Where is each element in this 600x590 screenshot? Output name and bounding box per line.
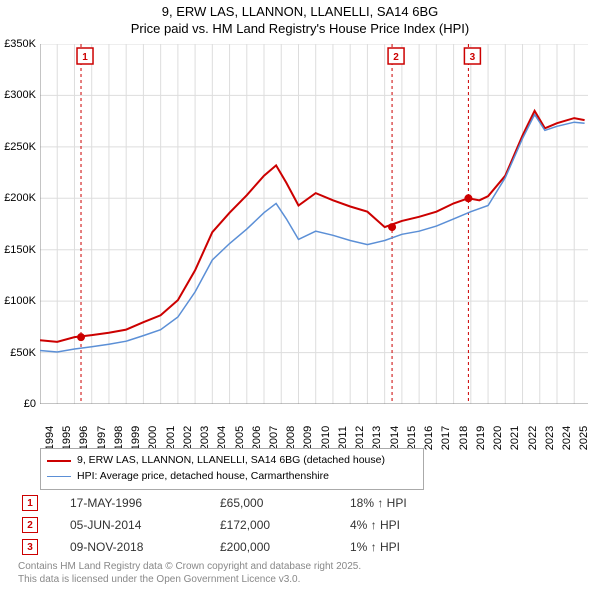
x-tick-label: 2009	[302, 426, 314, 450]
marker-date: 09-NOV-2018	[70, 540, 220, 554]
marker-badge: 1	[22, 495, 38, 511]
marker-row: 3 09-NOV-2018£200,0001% ↑ HPI	[18, 536, 578, 558]
x-tick-label: 2024	[561, 426, 573, 450]
marker-date: 17-MAY-1996	[70, 496, 220, 510]
x-tick-label: 2025	[578, 426, 590, 450]
x-tick-label: 2002	[182, 426, 194, 450]
marker-price: £172,000	[220, 518, 350, 532]
x-tick-label: 2007	[268, 426, 280, 450]
markers-table: 1 17-MAY-1996£65,00018% ↑ HPI 2 05-JUN-2014…	[18, 492, 578, 558]
svg-text:3: 3	[470, 52, 476, 63]
chart-container: 9, ERW LAS, LLANNON, LLANELLI, SA14 6BG …	[0, 0, 600, 590]
legend: 9, ERW LAS, LLANNON, LLANELLI, SA14 6BG …	[40, 448, 424, 490]
y-tick-label: £250K	[4, 141, 36, 153]
x-tick-label: 2012	[354, 426, 366, 450]
x-tick-label: 1999	[130, 426, 142, 450]
legend-label: 9, ERW LAS, LLANNON, LLANELLI, SA14 6BG …	[77, 453, 385, 469]
x-tick-label: 2001	[165, 426, 177, 450]
title-line-2: Price paid vs. HM Land Registry's House …	[0, 21, 600, 38]
marker-price: £200,000	[220, 540, 350, 554]
x-tick-label: 2014	[389, 426, 401, 450]
x-tick-label: 2006	[251, 426, 263, 450]
legend-swatch	[47, 476, 71, 478]
x-tick-label: 1996	[78, 426, 90, 450]
x-tick-label: 2005	[234, 426, 246, 450]
title-block: 9, ERW LAS, LLANNON, LLANELLI, SA14 6BG …	[0, 0, 600, 38]
x-tick-label: 2004	[216, 426, 228, 450]
y-tick-label: £50K	[10, 347, 36, 359]
x-tick-label: 2003	[199, 426, 211, 450]
y-tick-label: £300K	[4, 89, 36, 101]
y-tick-label: £350K	[4, 38, 36, 50]
y-tick-label: £0	[24, 398, 36, 410]
marker-pct: 18% ↑ HPI	[350, 496, 470, 510]
x-tick-label: 2008	[285, 426, 297, 450]
x-tick-label: 2020	[492, 426, 504, 450]
x-tick-label: 2013	[371, 426, 383, 450]
x-tick-label: 1998	[113, 426, 125, 450]
x-tick-label: 2022	[527, 426, 539, 450]
svg-text:1: 1	[82, 52, 88, 63]
legend-swatch	[47, 460, 71, 463]
x-tick-label: 2021	[509, 426, 521, 450]
y-axis: £0£50K£100K£150K£200K£250K£300K£350K	[0, 44, 40, 404]
x-tick-label: 2015	[406, 426, 418, 450]
marker-price: £65,000	[220, 496, 350, 510]
x-tick-label: 2010	[320, 426, 332, 450]
title-line-1: 9, ERW LAS, LLANNON, LLANELLI, SA14 6BG	[0, 4, 600, 21]
x-tick-label: 2017	[440, 426, 452, 450]
x-tick-label: 2023	[544, 426, 556, 450]
marker-badge: 2	[22, 517, 38, 533]
footer-line-1: Contains HM Land Registry data © Crown c…	[18, 560, 361, 573]
x-tick-label: 2016	[423, 426, 435, 450]
marker-date: 05-JUN-2014	[70, 518, 220, 532]
y-tick-label: £150K	[4, 244, 36, 256]
marker-row: 1 17-MAY-1996£65,00018% ↑ HPI	[18, 492, 578, 514]
legend-row: HPI: Average price, detached house, Carm…	[47, 469, 417, 485]
x-tick-label: 2011	[337, 426, 349, 450]
marker-row: 2 05-JUN-2014£172,0004% ↑ HPI	[18, 514, 578, 536]
x-tick-label: 1994	[44, 426, 56, 450]
footer-line-2: This data is licensed under the Open Gov…	[18, 573, 361, 586]
chart-area: 1 2 3	[40, 44, 588, 404]
x-tick-label: 2019	[475, 426, 487, 450]
x-axis: 1994199519961997199819992000200120022003…	[40, 404, 588, 444]
legend-label: HPI: Average price, detached house, Carm…	[77, 469, 329, 485]
marker-pct: 1% ↑ HPI	[350, 540, 470, 554]
y-tick-label: £100K	[4, 295, 36, 307]
marker-pct: 4% ↑ HPI	[350, 518, 470, 532]
y-tick-label: £200K	[4, 192, 36, 204]
x-tick-label: 2000	[147, 426, 159, 450]
footer: Contains HM Land Registry data © Crown c…	[18, 560, 361, 586]
legend-row: 9, ERW LAS, LLANNON, LLANELLI, SA14 6BG …	[47, 453, 417, 469]
marker-badge: 3	[22, 539, 38, 555]
x-tick-label: 2018	[458, 426, 470, 450]
x-tick-label: 1997	[96, 426, 108, 450]
chart-svg: 1 2 3	[40, 44, 588, 404]
svg-text:2: 2	[393, 52, 399, 63]
x-tick-label: 1995	[61, 426, 73, 450]
